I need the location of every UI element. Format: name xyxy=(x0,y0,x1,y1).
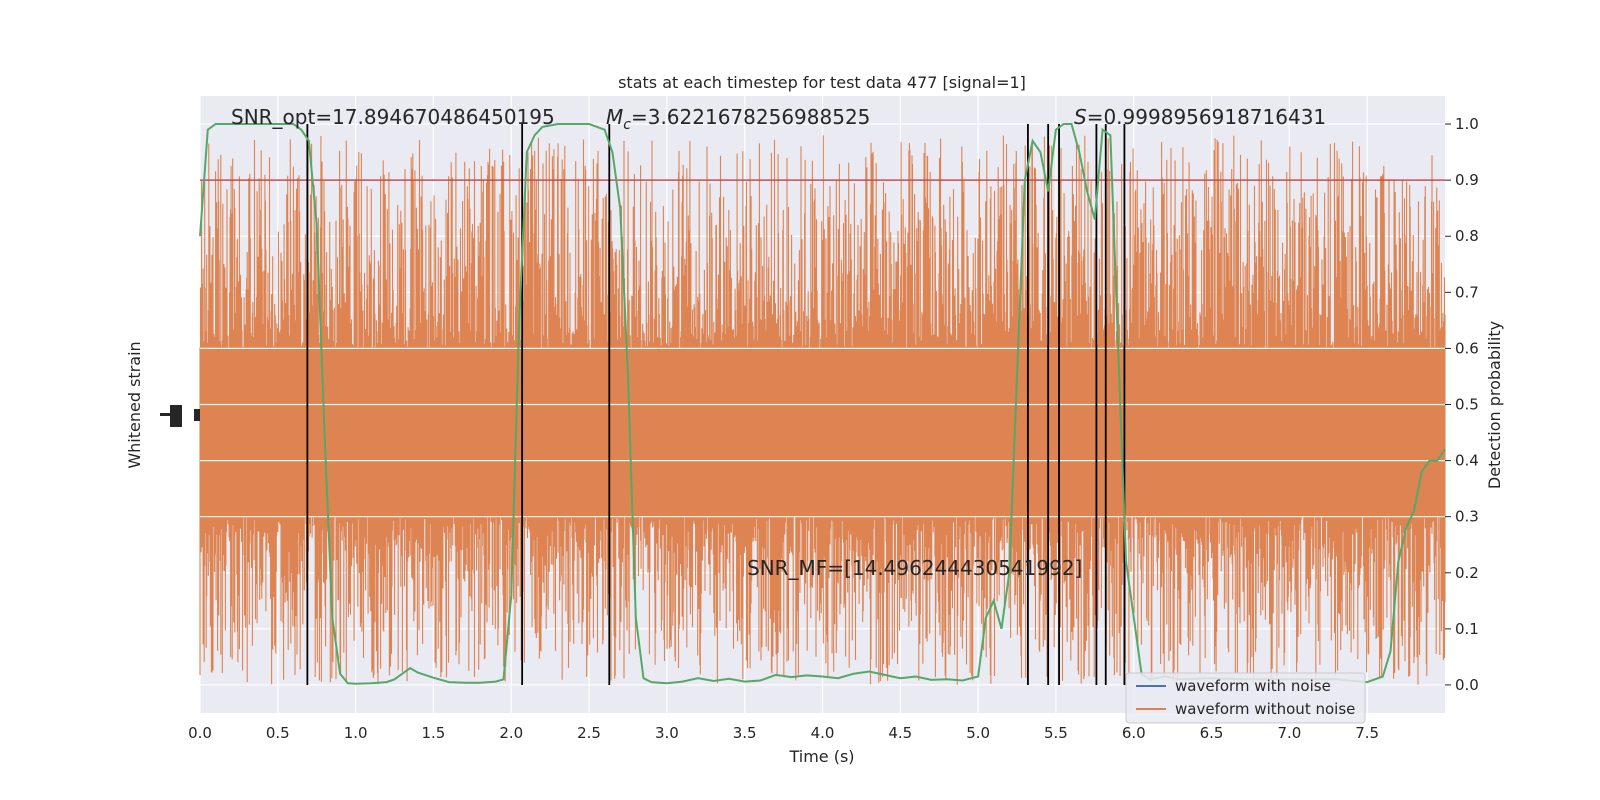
x-tick-label: 4.0 xyxy=(811,724,835,742)
mid-layer xyxy=(200,124,1445,685)
y-tick-label: 0.2 xyxy=(1455,564,1479,582)
waveform-noise-series xyxy=(199,135,1446,685)
legend-label-without-noise: waveform without noise xyxy=(1175,700,1355,718)
chart-title: stats at each timestep for test data 477… xyxy=(618,73,1026,92)
x-tick-label: 6.0 xyxy=(1122,724,1146,742)
snr-opt-annotation: SNR_opt=17.894670486450195 xyxy=(231,105,555,129)
s-value: =0.9998956918716431 xyxy=(1087,105,1326,129)
x-tick-label: 3.5 xyxy=(733,724,757,742)
x-tick-label: 2.0 xyxy=(499,724,523,742)
y-tick-label: 0.4 xyxy=(1455,452,1479,470)
y-tick-label: 0.7 xyxy=(1455,283,1479,301)
y-tick-label: 0.5 xyxy=(1455,396,1479,414)
mc-value: =3.6221678256988525 xyxy=(631,105,870,129)
x-tick-label: 2.5 xyxy=(577,724,601,742)
y-tick-label: 0.1 xyxy=(1455,620,1479,638)
left-axis-stub-icon xyxy=(160,405,200,427)
x-tick-label: 1.5 xyxy=(422,724,446,742)
legend-label-with-noise: waveform with noise xyxy=(1175,677,1331,695)
y-tick-label: 0.6 xyxy=(1455,339,1479,357)
x-tick-label: 0.0 xyxy=(188,724,212,742)
y-tick-label: 0.9 xyxy=(1455,171,1479,189)
x-tick-label: 6.5 xyxy=(1200,724,1224,742)
y-tick-label: 0.8 xyxy=(1455,227,1479,245)
y-axis-title-right: Detection probability xyxy=(1485,321,1504,489)
y-tick-label: 1.0 xyxy=(1455,115,1479,133)
mc-subscript: c xyxy=(623,117,631,133)
y-tick-label: 0.0 xyxy=(1455,676,1479,694)
x-tick-label: 5.5 xyxy=(1044,724,1068,742)
x-tick-labels: 0.0 0.5 1.0 1.5 2.0 2.5 3.0 3.5 4.0 4.5 5.0 5.5 6.0 6… xyxy=(188,724,1379,742)
x-tick-label: 3.0 xyxy=(655,724,679,742)
x-tick-label: 1.0 xyxy=(344,724,368,742)
y-tick-labels-right: 0.0 0.1 0.2 0.3 0.4 0.5 0.6 0.7 0.8 0.9 1.0 xyxy=(1445,115,1479,694)
noise-waveform-line xyxy=(199,135,1446,685)
snr-mf-annotation: SNR_MF=[14.496244430541992] xyxy=(747,556,1082,580)
x-tick-label: 7.5 xyxy=(1355,724,1379,742)
x-tick-label: 5.0 xyxy=(966,724,990,742)
mc-annotation: Mc=3.6221678256988525 xyxy=(606,105,870,133)
y-axis-title-left: Whitened strain xyxy=(125,341,144,468)
mc-symbol: M xyxy=(606,105,623,129)
x-tick-label: 4.5 xyxy=(888,724,912,742)
legend: waveform with noise waveform without noi… xyxy=(1125,672,1366,724)
s-symbol: S xyxy=(1074,105,1087,129)
x-axis-title: Time (s) xyxy=(788,747,854,766)
s-annotation: S=0.9998956918716431 xyxy=(1074,105,1326,129)
legend-box xyxy=(1125,672,1366,724)
x-tick-label: 0.5 xyxy=(266,724,290,742)
y-tick-label: 0.3 xyxy=(1455,508,1479,526)
x-tick-label: 7.0 xyxy=(1277,724,1301,742)
